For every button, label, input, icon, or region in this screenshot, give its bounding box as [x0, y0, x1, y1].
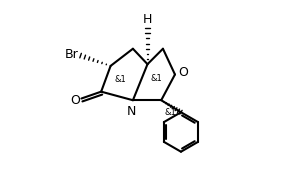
- Text: N: N: [127, 104, 136, 117]
- Text: &1: &1: [150, 74, 162, 83]
- Text: &1: &1: [115, 75, 127, 84]
- Text: Br: Br: [65, 48, 79, 61]
- Text: &1: &1: [164, 108, 176, 117]
- Text: H: H: [143, 13, 152, 26]
- Text: O: O: [70, 94, 80, 107]
- Text: O: O: [178, 66, 188, 79]
